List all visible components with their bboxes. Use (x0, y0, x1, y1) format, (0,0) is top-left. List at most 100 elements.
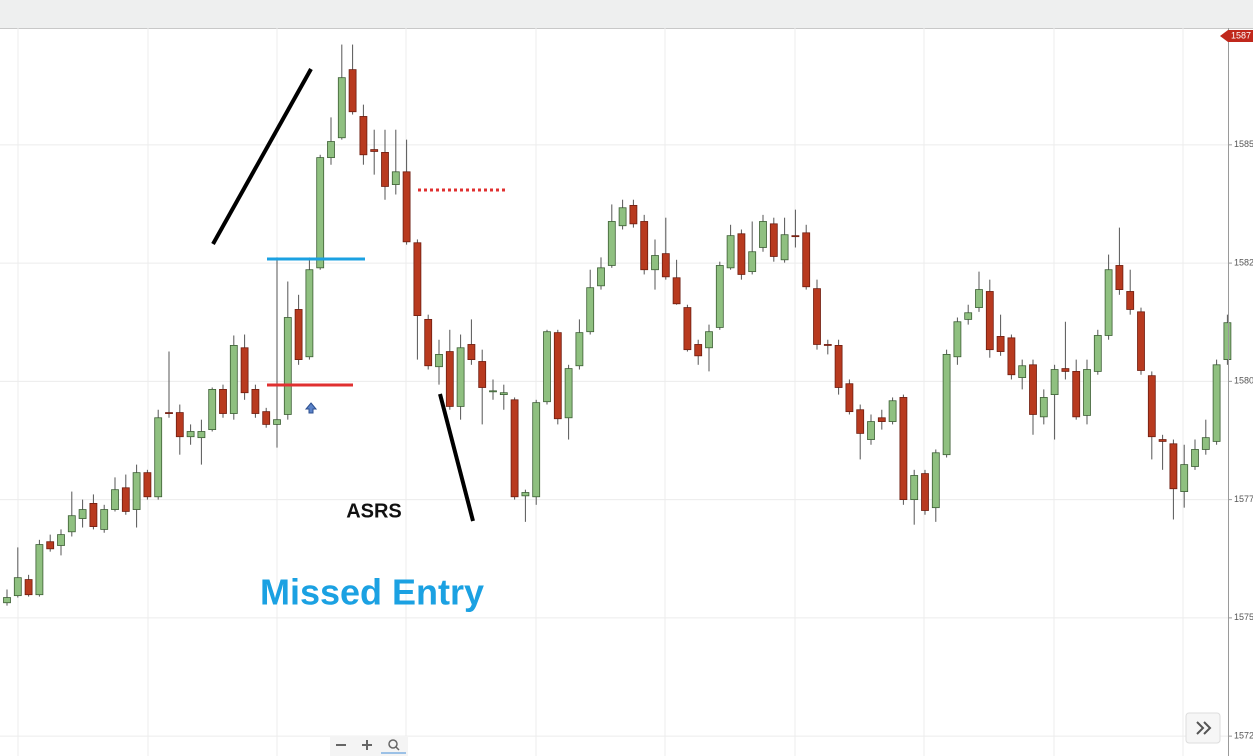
candle-body (208, 388, 217, 431)
candle-body (424, 318, 433, 367)
annotation: ASRS (346, 500, 402, 522)
candle-body (294, 309, 303, 360)
candle-body (359, 116, 368, 156)
candle-body (715, 265, 724, 328)
candle-body (877, 417, 886, 422)
y-axis: 1572 1575 1577 1580 1582 1585 1587 (1220, 30, 1253, 741)
scroll-button[interactable] (1185, 712, 1221, 744)
top-bar (0, 0, 1253, 28)
candle-body (1201, 437, 1210, 450)
candle-body (467, 344, 476, 360)
candle-body (672, 277, 681, 305)
candle-body (197, 431, 206, 439)
candle-body (521, 492, 530, 497)
candle-body (240, 347, 249, 394)
candle-body (618, 207, 627, 227)
candle-body (35, 544, 44, 596)
y-tick-label: 1577 (1234, 494, 1253, 504)
candle-body (46, 541, 55, 550)
candle-body (553, 332, 562, 420)
candle-body (823, 344, 832, 346)
candle-body (802, 232, 811, 288)
grid (0, 28, 1228, 756)
trend-line (438, 393, 475, 522)
candle-body (402, 171, 411, 243)
candles (3, 44, 1232, 606)
candle-body (942, 353, 951, 456)
scroll-icon (1196, 721, 1212, 735)
candle-body (1083, 369, 1091, 416)
candle-body (1007, 337, 1016, 376)
y-tick-label: 1575 (1234, 612, 1253, 622)
candle-body (100, 509, 109, 530)
candle-body (607, 221, 616, 266)
candle-body (586, 287, 595, 333)
candle-body (327, 141, 335, 159)
candle-body (337, 77, 346, 139)
candle-body (154, 417, 163, 498)
candle-body (564, 368, 573, 419)
candle-body (769, 223, 778, 257)
candle-body (975, 289, 983, 308)
candle-body (759, 221, 767, 248)
candle-body (1018, 365, 1027, 378)
candle-body (640, 221, 649, 271)
y-tick-label: 1582 (1234, 257, 1253, 267)
candle-body (985, 291, 994, 351)
candle-body (132, 472, 141, 510)
price-tag (1220, 30, 1253, 43)
annotation: Missed Entry (260, 572, 484, 613)
candle-body (1126, 291, 1135, 310)
trend-line (211, 68, 313, 245)
y-tick-label: 1572 (1234, 731, 1253, 741)
candle-body (1050, 369, 1059, 396)
candle-body (921, 473, 929, 511)
y-tick-label: 1585 (1234, 139, 1253, 149)
candle-body (13, 577, 22, 597)
candle-body (1191, 449, 1199, 467)
candle-body (370, 149, 379, 152)
candle-body (229, 345, 238, 414)
candle-body (3, 597, 11, 604)
candle-body (867, 421, 875, 440)
candle-body (694, 344, 703, 357)
candle-body (661, 253, 670, 278)
candle-body (834, 345, 843, 388)
y-tick-label: 1580 (1234, 376, 1253, 386)
candle-body (1115, 265, 1124, 290)
candle-body (1029, 364, 1037, 415)
candle-body (1061, 368, 1070, 372)
candle-body (1169, 443, 1178, 490)
candle-body (89, 502, 98, 527)
candle-body (1137, 311, 1145, 371)
candle-body (651, 255, 659, 271)
candle-body (813, 288, 821, 345)
candle-body (791, 235, 800, 238)
candle-body (283, 317, 292, 415)
drawings (211, 68, 505, 522)
candle-body (435, 353, 443, 368)
candle-body (845, 383, 854, 413)
candle-body (705, 331, 713, 349)
candle-body (953, 321, 962, 358)
zoom-reset[interactable] (388, 739, 398, 749)
candle-body (1158, 439, 1167, 442)
candle-body (748, 251, 757, 273)
candle-body (1072, 371, 1081, 418)
candle-body (1104, 269, 1113, 336)
price-tag-label: 1587 (1231, 30, 1251, 40)
candle-body (532, 402, 541, 498)
candle-body (305, 269, 314, 358)
candle-body (996, 336, 1005, 352)
candle-body (381, 152, 389, 187)
candle-body (510, 399, 519, 498)
candle-body (121, 487, 130, 512)
zoom-in[interactable] (362, 740, 372, 750)
candle-body (186, 431, 195, 438)
candle-body (391, 171, 400, 185)
candle-body (629, 204, 638, 225)
candle-body (780, 234, 789, 261)
candle-body (543, 331, 551, 403)
